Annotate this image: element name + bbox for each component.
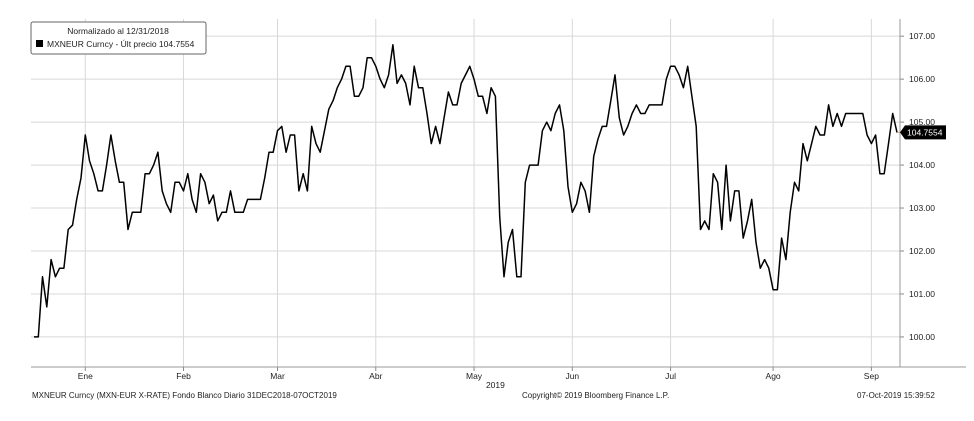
legend-series-label: MXNEUR Curncy - Últ precio 104.7554: [47, 39, 195, 49]
x-tick-label: Abr: [369, 371, 382, 381]
y-tick-label: 104.00: [909, 160, 935, 170]
y-tick-label: 107.00: [909, 31, 935, 41]
x-tick-label: Jun: [565, 371, 579, 381]
legend-box: [30, 21, 207, 55]
x-tick-label: May: [466, 371, 483, 381]
x-tick-label: Feb: [176, 371, 191, 381]
y-tick-label: 100.00: [909, 332, 935, 342]
legend-swatch: [36, 40, 43, 47]
x-tick-label: Jul: [665, 371, 676, 381]
last-price-callout: [900, 125, 946, 140]
legend-header: Normalizado al 12/31/2018: [67, 26, 169, 36]
y-tick-label: 105.00: [909, 117, 935, 127]
footer-copyright: Copyright© 2019 Bloomberg Finance L.P.: [522, 391, 670, 400]
x-tick-label: Ago: [766, 371, 781, 381]
footer-timestamp: 07-Oct-2019 15:39:52: [857, 391, 935, 400]
x-tick-label: Mar: [270, 371, 285, 381]
x-tick-label: Ene: [78, 371, 93, 381]
footer-security-description: MXNEUR Curncy (MXN-EUR X-RATE) Fondo Bla…: [32, 391, 337, 400]
y-tick-label: 103.00: [909, 203, 935, 213]
series-line-mxneur: [34, 44, 898, 338]
y-tick-label: 106.00: [909, 74, 935, 84]
y-tick-label: 101.00: [909, 289, 935, 299]
x-tick-label: Sep: [864, 371, 879, 381]
last-price-label: 104.7554: [907, 127, 943, 137]
x-year-label: 2019: [486, 380, 505, 390]
y-tick-label: 102.00: [909, 246, 935, 256]
